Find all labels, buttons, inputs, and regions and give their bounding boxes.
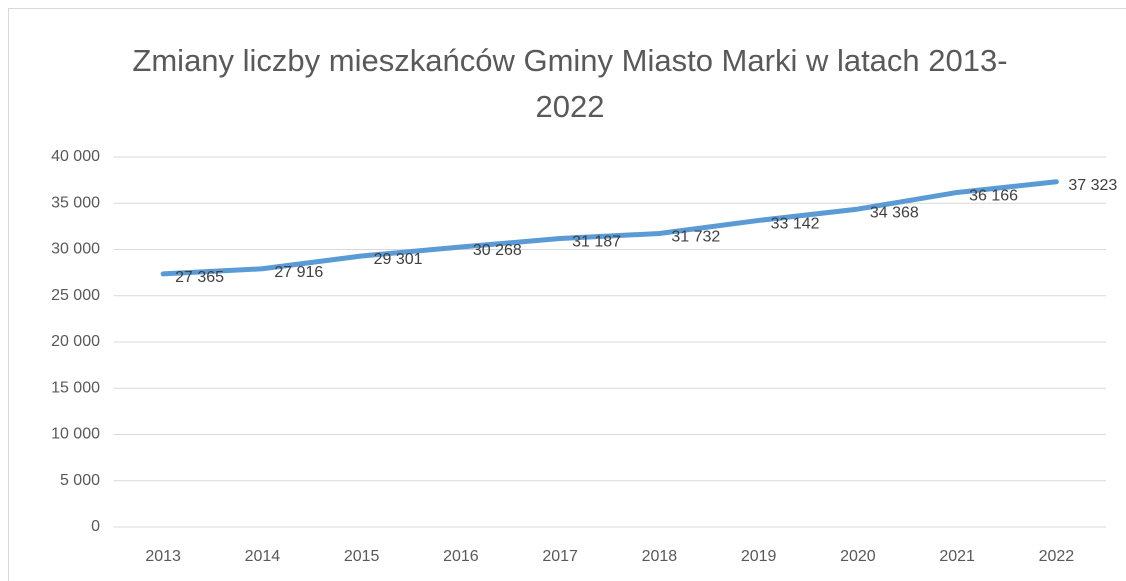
x-tick-label: 2018 bbox=[642, 548, 678, 565]
y-tick-label: 40 000 bbox=[51, 148, 100, 165]
data-label: 31 732 bbox=[671, 229, 720, 246]
x-tick-label: 2019 bbox=[741, 548, 777, 565]
data-label: 27 365 bbox=[175, 269, 224, 286]
data-label: 30 268 bbox=[473, 242, 522, 259]
y-tick-label: 20 000 bbox=[51, 333, 100, 350]
y-tick-label: 35 000 bbox=[51, 194, 100, 211]
chart-title: Zmiany liczby mieszkańców Gminy Miasto M… bbox=[132, 43, 1008, 124]
data-label: 37 323 bbox=[1068, 177, 1117, 194]
data-label: 34 368 bbox=[870, 204, 919, 221]
data-label: 29 301 bbox=[374, 251, 423, 268]
y-tick-label: 25 000 bbox=[51, 287, 100, 304]
y-tick-label: 5 000 bbox=[60, 472, 100, 489]
x-tick-label: 2015 bbox=[344, 548, 380, 565]
y-tick-label: 15 000 bbox=[51, 379, 100, 396]
data-label: 31 187 bbox=[572, 234, 621, 251]
x-tick-label: 2021 bbox=[939, 548, 975, 565]
y-tick-label: 30 000 bbox=[51, 241, 100, 258]
data-label: 27 916 bbox=[274, 264, 323, 281]
y-tick-label: 10 000 bbox=[51, 426, 100, 443]
y-tick-label: 0 bbox=[91, 518, 100, 535]
data-label: 36 166 bbox=[969, 188, 1018, 205]
x-tick-label: 2017 bbox=[542, 548, 578, 565]
data-label: 33 142 bbox=[771, 216, 820, 233]
x-tick-label: 2020 bbox=[840, 548, 876, 565]
x-tick-label: 2016 bbox=[443, 548, 479, 565]
x-tick-label: 2013 bbox=[145, 548, 181, 565]
x-tick-label: 2022 bbox=[1039, 548, 1075, 565]
chart-border bbox=[8, 8, 1126, 581]
x-tick-label: 2014 bbox=[245, 548, 281, 565]
line bbox=[160, 179, 1059, 277]
